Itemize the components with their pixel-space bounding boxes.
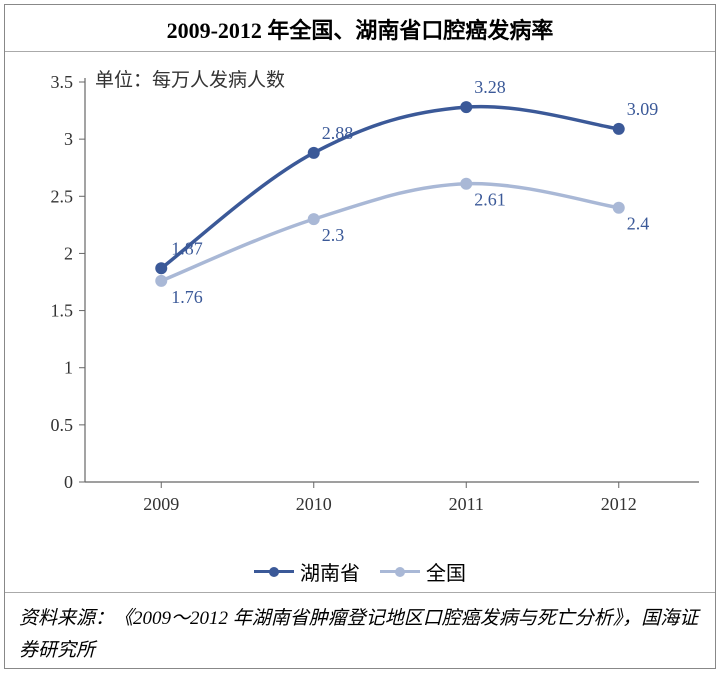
legend-label: 全国 xyxy=(426,557,466,586)
source-footer: 资料来源：《2009～2012 年湖南省肿瘤登记地区口腔癌发病与死亡分析》，国海… xyxy=(5,592,715,676)
svg-text:0.5: 0.5 xyxy=(51,415,74,435)
source-text: 《2009～2012 年湖南省肿瘤登记地区口腔癌发病与死亡分析》，国海证券研究所 xyxy=(19,608,698,661)
legend-marker-icon xyxy=(395,567,405,577)
svg-text:3.5: 3.5 xyxy=(51,72,74,92)
svg-text:0: 0 xyxy=(64,472,73,492)
legend-line-icon xyxy=(380,570,420,573)
svg-text:3.28: 3.28 xyxy=(474,77,506,97)
legend-line-icon xyxy=(254,570,294,573)
chart-area: 0 0.5 1 1.5 2 2.5 3 3.5 2009 2010 2011 2012 单位：每万人发病… xyxy=(5,52,715,592)
legend-label: 湖南省 xyxy=(300,557,360,586)
svg-text:1.5: 1.5 xyxy=(51,301,74,321)
svg-text:单位：每万人发病人数: 单位：每万人发病人数 xyxy=(95,69,285,91)
svg-text:2011: 2011 xyxy=(449,494,484,514)
svg-text:3: 3 xyxy=(64,129,73,149)
svg-text:2010: 2010 xyxy=(296,494,332,514)
svg-text:2: 2 xyxy=(64,243,73,263)
legend: 湖南省 全国 xyxy=(5,556,715,586)
chart-container: 2009-2012 年全国、湖南省口腔癌发病率 0 0.5 1 1.5 2 2.5 3 3.5… xyxy=(4,4,716,669)
legend-item: 湖南省 xyxy=(254,557,360,586)
legend-item: 全国 xyxy=(380,557,466,586)
svg-text:2.4: 2.4 xyxy=(627,214,650,234)
source-prefix: 资料来源： xyxy=(19,608,114,629)
svg-text:2.5: 2.5 xyxy=(51,186,74,206)
svg-text:1.87: 1.87 xyxy=(171,238,203,258)
svg-text:1.76: 1.76 xyxy=(171,287,203,307)
svg-text:2.61: 2.61 xyxy=(474,190,506,210)
svg-text:2.3: 2.3 xyxy=(322,225,345,245)
svg-text:1: 1 xyxy=(64,358,73,378)
svg-text:2009: 2009 xyxy=(143,494,179,514)
svg-text:2012: 2012 xyxy=(601,494,637,514)
chart-title: 2009-2012 年全国、湖南省口腔癌发病率 xyxy=(5,5,715,52)
svg-text:3.09: 3.09 xyxy=(627,99,659,119)
legend-marker-icon xyxy=(269,567,279,577)
svg-text:2.88: 2.88 xyxy=(322,123,354,143)
line-chart-svg: 0 0.5 1 1.5 2 2.5 3 3.5 2009 2010 2011 2012 单位：每万人发病… xyxy=(5,52,717,552)
